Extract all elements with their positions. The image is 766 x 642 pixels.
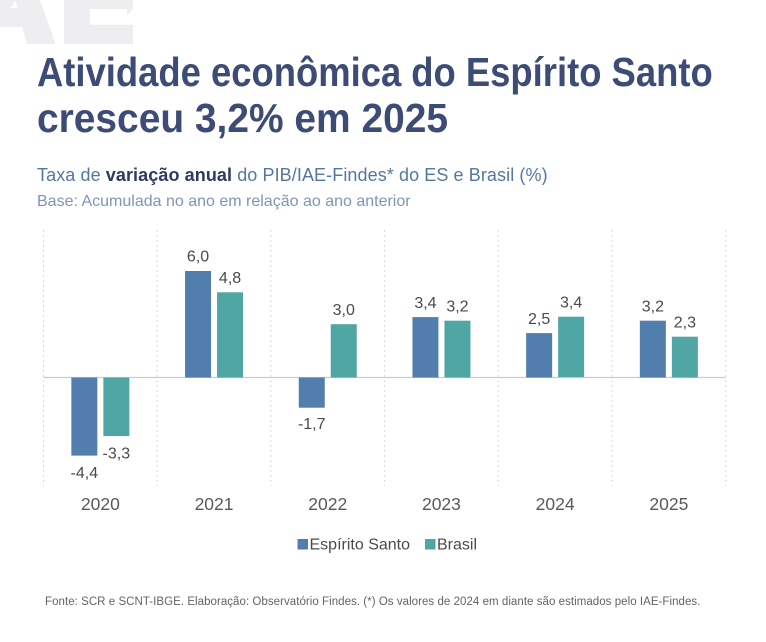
svg-text:2024: 2024 <box>536 494 575 514</box>
svg-text:3,4: 3,4 <box>560 294 582 311</box>
svg-text:2022: 2022 <box>308 494 347 514</box>
svg-text:3,2: 3,2 <box>642 298 664 315</box>
svg-text:3,0: 3,0 <box>333 302 355 319</box>
svg-text:-3,3: -3,3 <box>103 446 131 463</box>
svg-text:Brasil: Brasil <box>437 537 477 554</box>
svg-text:2,3: 2,3 <box>674 314 696 331</box>
svg-text:2025: 2025 <box>649 494 688 514</box>
svg-text:-4,4: -4,4 <box>71 465 99 482</box>
svg-text:-1,7: -1,7 <box>298 416 326 433</box>
svg-text:2020: 2020 <box>81 494 120 514</box>
svg-text:4,8: 4,8 <box>219 270 241 287</box>
svg-text:2,5: 2,5 <box>528 311 550 328</box>
svg-text:2021: 2021 <box>195 494 234 514</box>
svg-text:3,2: 3,2 <box>446 298 468 315</box>
svg-text:2023: 2023 <box>422 494 461 514</box>
svg-text:6,0: 6,0 <box>187 249 209 266</box>
svg-text:3,4: 3,4 <box>414 295 436 312</box>
svg-text:Espírito Santo: Espírito Santo <box>310 537 411 554</box>
